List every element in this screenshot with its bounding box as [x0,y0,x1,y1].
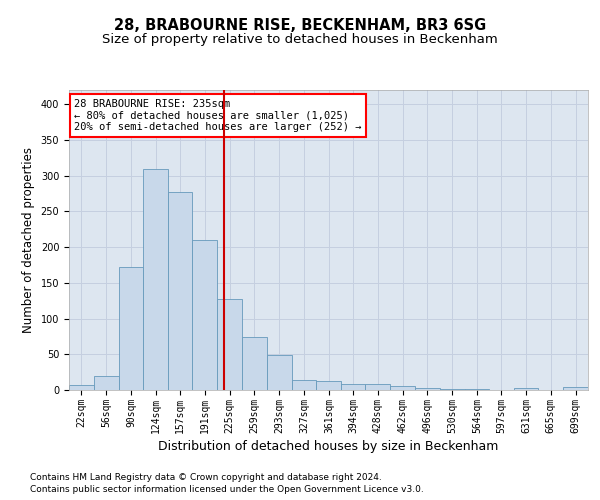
Bar [563,387,588,390]
Bar [365,384,390,390]
Bar [267,355,292,390]
Bar [217,298,242,390]
Text: Contains HM Land Registry data © Crown copyright and database right 2024.: Contains HM Land Registry data © Crown c… [30,472,382,482]
Text: 28 BRABOURNE RISE: 235sqm
← 80% of detached houses are smaller (1,025)
20% of se: 28 BRABOURNE RISE: 235sqm ← 80% of detac… [74,99,362,132]
Bar [390,386,415,390]
Bar [415,388,440,390]
Bar [292,380,316,390]
Bar [316,382,341,390]
X-axis label: Distribution of detached houses by size in Beckenham: Distribution of detached houses by size … [158,440,499,453]
Bar [94,376,119,390]
Text: 28, BRABOURNE RISE, BECKENHAM, BR3 6SG: 28, BRABOURNE RISE, BECKENHAM, BR3 6SG [114,18,486,32]
Y-axis label: Number of detached properties: Number of detached properties [22,147,35,333]
Bar [119,267,143,390]
Text: Size of property relative to detached houses in Beckenham: Size of property relative to detached ho… [102,32,498,46]
Bar [242,337,267,390]
Bar [143,168,167,390]
Bar [514,388,538,390]
Bar [341,384,365,390]
Bar [167,192,193,390]
Bar [69,385,94,390]
Text: Contains public sector information licensed under the Open Government Licence v3: Contains public sector information licen… [30,485,424,494]
Bar [193,240,217,390]
